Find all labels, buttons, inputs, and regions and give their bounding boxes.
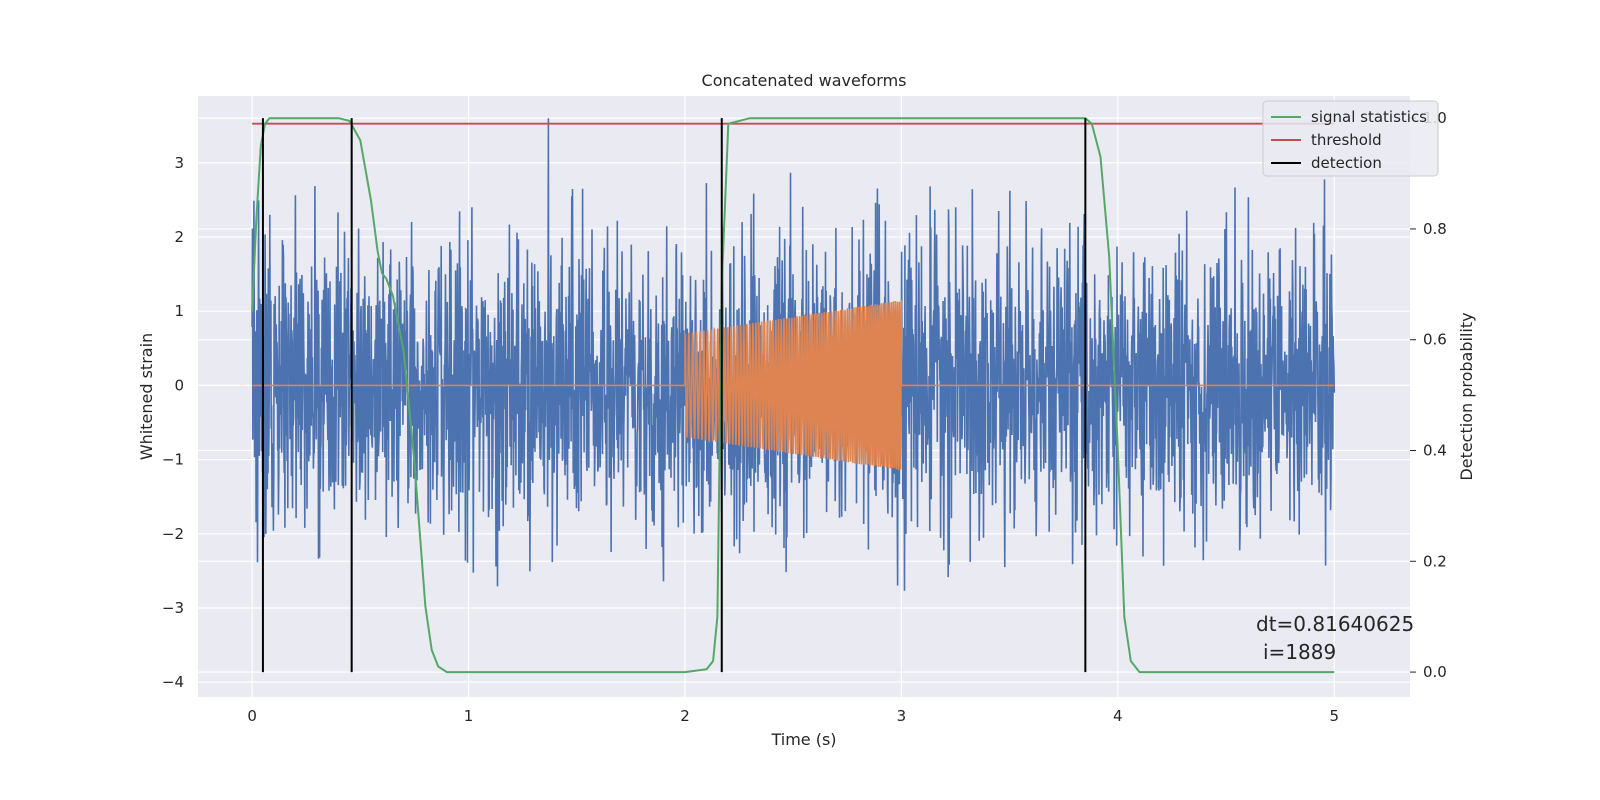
plot-area xyxy=(198,96,1410,697)
y2-tick-label: 0.4 xyxy=(1423,442,1447,460)
y-tick-label: 0 xyxy=(174,376,184,394)
series-signal-statistics xyxy=(251,117,1335,674)
x-tick-label: 3 xyxy=(897,707,907,725)
y-tick-label: 2 xyxy=(174,228,184,246)
y-tick-label: −4 xyxy=(162,673,184,691)
x-axis-ticks: 0 1 2 3 4 5 xyxy=(247,707,1339,725)
y2-axis-label: Detection probability xyxy=(1457,312,1476,480)
y2-tick-label: 0.2 xyxy=(1423,552,1447,570)
y2-tick-label: 0.6 xyxy=(1423,331,1447,349)
y2-tick-label: 0.0 xyxy=(1423,663,1447,681)
y-axis-label: Whitened strain xyxy=(137,333,156,460)
x-tick-label: 1 xyxy=(464,707,474,725)
y-axis-ticks: −4 −3 −2 −1 0 1 2 3 xyxy=(162,154,184,691)
x-tick-label: 2 xyxy=(680,707,690,725)
y-tick-label: −2 xyxy=(162,525,184,543)
legend-box xyxy=(1262,100,1439,177)
y-tick-label: −1 xyxy=(162,451,184,469)
annotation-dt: dt=0.81640625 xyxy=(1256,612,1414,636)
x-tick-label: 0 xyxy=(247,707,257,725)
y-tick-label: −3 xyxy=(162,599,184,617)
annotation-i: i=1889 xyxy=(1263,640,1336,664)
chart-title: Concatenated waveforms xyxy=(702,71,907,90)
legend-label: threshold xyxy=(1311,131,1382,149)
y-tick-label: 3 xyxy=(174,154,184,172)
legend: signal statistics threshold detection xyxy=(1262,100,1439,177)
x-tick-label: 5 xyxy=(1329,707,1339,725)
y-tick-label: 1 xyxy=(174,302,184,320)
series-layer xyxy=(251,117,1336,674)
series-noise xyxy=(251,118,1336,591)
x-axis-label: Time (s) xyxy=(770,730,836,749)
x-tick-label: 4 xyxy=(1113,707,1123,725)
legend-items: signal statistics threshold detection xyxy=(1271,108,1427,172)
legend-label: detection xyxy=(1311,154,1382,172)
y2-axis-ticks: 0.00.20.40.60.81.0 xyxy=(1410,109,1447,681)
y2-tick-label: 0.8 xyxy=(1423,220,1447,238)
legend-label: signal statistics xyxy=(1311,108,1427,126)
